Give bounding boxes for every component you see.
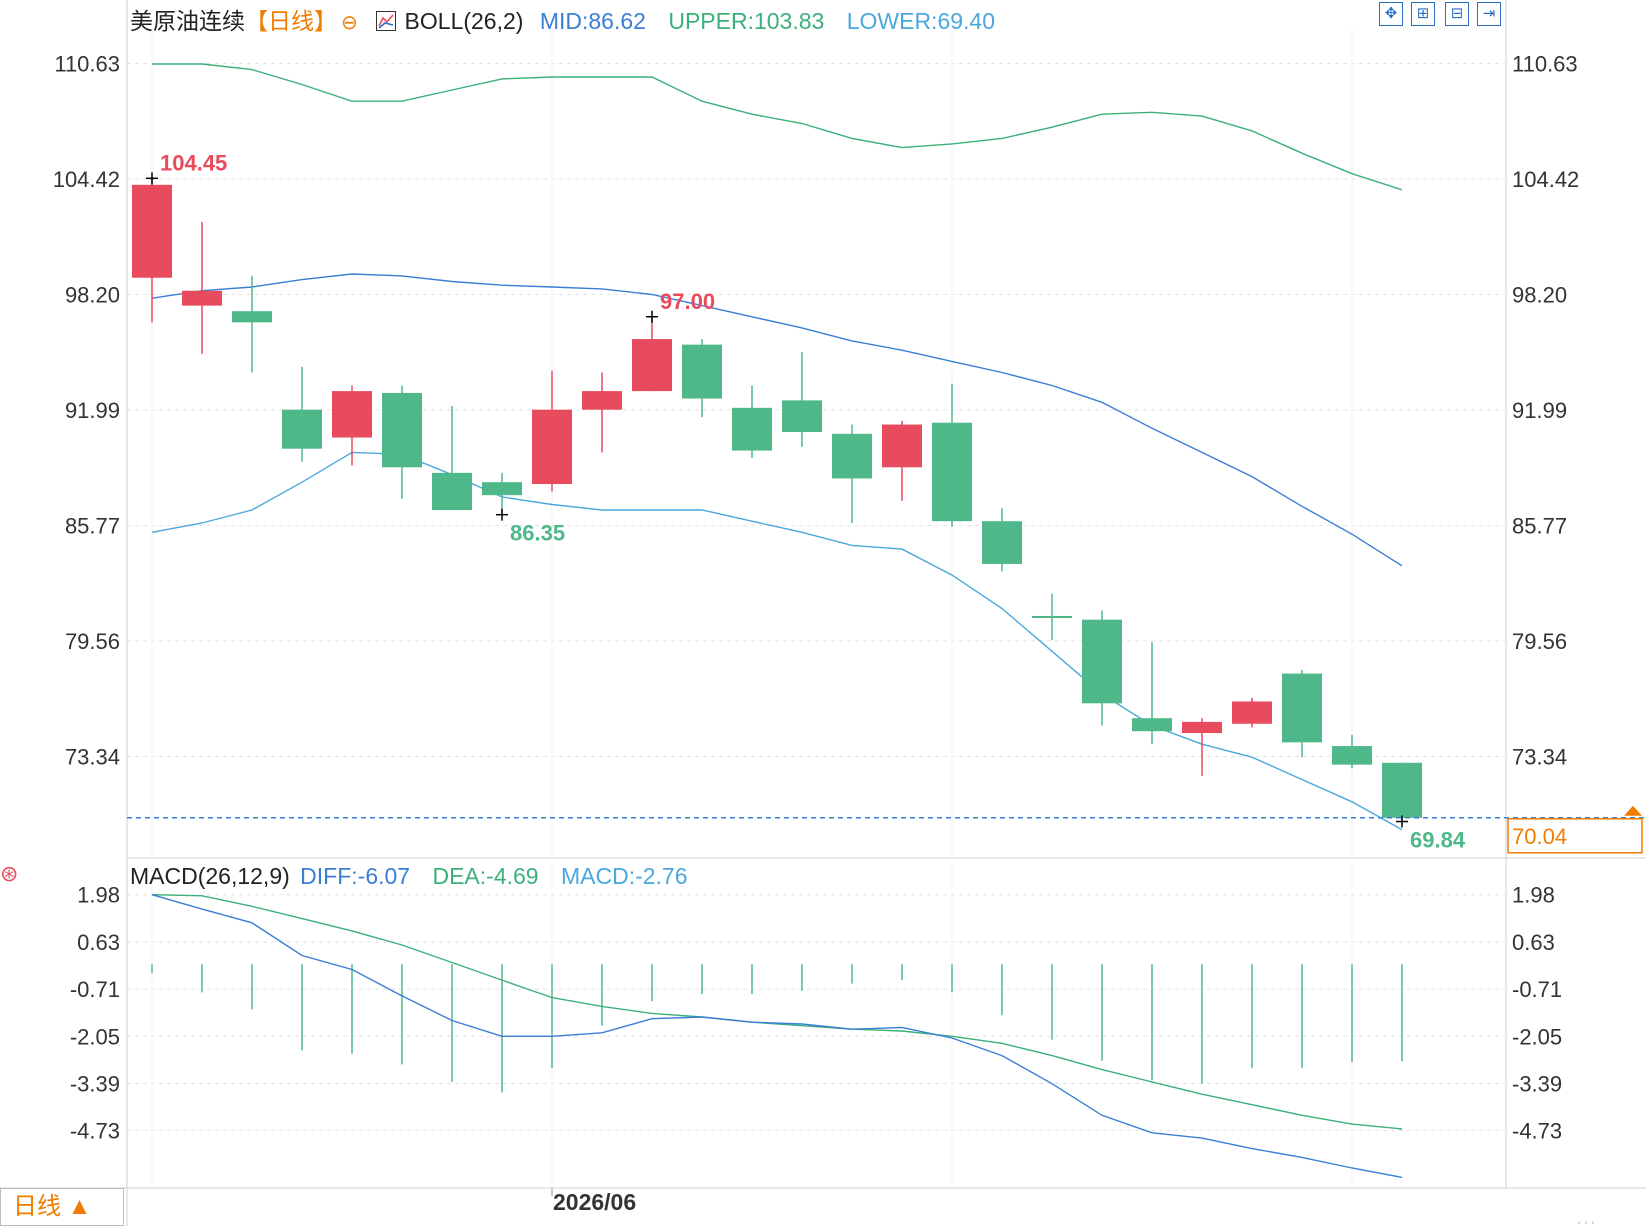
boll-upper-line bbox=[152, 63, 1403, 191]
candle-down bbox=[1032, 615, 1072, 618]
macd-tick-left: -2.05 bbox=[70, 1024, 120, 1049]
price-tick-right: 98.20 bbox=[1512, 282, 1567, 307]
candle-up bbox=[1232, 701, 1272, 724]
candle-down bbox=[732, 407, 772, 451]
candle-up bbox=[582, 391, 622, 410]
candle-down bbox=[832, 433, 872, 479]
high-price-label: 97.00 bbox=[660, 289, 715, 314]
candle-up bbox=[882, 424, 922, 468]
high-price-label: 104.45 bbox=[160, 150, 227, 175]
last-price-arrow-icon bbox=[1624, 805, 1642, 816]
macd-tick-right: -3.39 bbox=[1512, 1071, 1562, 1096]
boll-mid-line bbox=[151, 273, 1403, 567]
macd-label: MACD(26,12,9) bbox=[130, 863, 290, 889]
candle-up bbox=[632, 339, 672, 392]
candle-up bbox=[532, 409, 572, 485]
date-axis-label: 2026/06 bbox=[553, 1189, 637, 1215]
candle-down bbox=[982, 521, 1022, 564]
price-tick-left: 73.34 bbox=[65, 744, 120, 769]
period-selector-button[interactable]: 日线 ▲ bbox=[0, 1188, 124, 1226]
candle-down bbox=[1132, 718, 1172, 732]
boll-indicator-icon[interactable] bbox=[376, 11, 397, 31]
candle-down bbox=[282, 409, 322, 449]
instrument-name: 美原油连续 bbox=[130, 8, 245, 34]
candle-down bbox=[482, 482, 522, 496]
price-tick-right: 85.77 bbox=[1512, 513, 1567, 538]
macd-tick-left: 1.98 bbox=[77, 883, 120, 908]
price-tick-left: 98.20 bbox=[65, 282, 120, 307]
macd-dea-value: DEA:-4.69 bbox=[432, 863, 539, 889]
macd-settings-icon[interactable]: ⊛ bbox=[0, 861, 19, 886]
low-price-label: 69.84 bbox=[1410, 828, 1466, 853]
low-price-label: 86.35 bbox=[510, 521, 565, 546]
period-settings-icon[interactable]: ⊖ bbox=[341, 12, 358, 34]
zoom-out-icon[interactable]: ⊟ bbox=[1445, 2, 1469, 26]
candle-down bbox=[382, 392, 422, 468]
macd-macd-value: MACD:-2.76 bbox=[560, 863, 688, 889]
candle-up bbox=[1182, 721, 1222, 734]
crosshair-icon[interactable]: ✥ bbox=[1379, 2, 1403, 26]
candle-up bbox=[182, 290, 222, 306]
macd-diff-value: DIFF:-6.07 bbox=[300, 863, 411, 889]
macd-tick-right: -2.05 bbox=[1512, 1024, 1562, 1049]
candle-down bbox=[682, 344, 722, 399]
period-tag[interactable]: 【日线】 bbox=[245, 8, 337, 34]
price-tick-right: 91.99 bbox=[1512, 398, 1567, 423]
boll-label: BOLL(26,2) bbox=[404, 8, 524, 34]
boll-lower-value: LOWER:69.40 bbox=[846, 8, 996, 34]
dea-line bbox=[151, 894, 1403, 1130]
boll-mid-value: MID:86.62 bbox=[539, 8, 646, 34]
macd-tick-right: 0.63 bbox=[1512, 930, 1555, 955]
macd-tick-left: -0.71 bbox=[70, 977, 120, 1002]
price-tick-left: 110.63 bbox=[54, 51, 120, 76]
price-tick-left: 104.42 bbox=[53, 167, 120, 192]
boll-upper-value: UPPER:103.83 bbox=[668, 8, 825, 34]
price-tick-left: 91.99 bbox=[65, 398, 120, 423]
candle-down bbox=[1282, 673, 1322, 743]
macd-tick-right: -4.73 bbox=[1512, 1118, 1562, 1143]
macd-tick-right: -0.71 bbox=[1512, 977, 1562, 1002]
diff-line bbox=[151, 894, 1403, 1179]
last-price-badge bbox=[1507, 818, 1643, 854]
candle-down bbox=[1382, 762, 1422, 818]
price-tick-left: 85.77 bbox=[65, 513, 120, 538]
price-tick-right: 110.63 bbox=[1512, 51, 1578, 76]
zoom-in-icon[interactable]: ⊞ bbox=[1411, 2, 1435, 26]
macd-tick-left: -3.39 bbox=[70, 1071, 120, 1096]
candle-down bbox=[932, 422, 972, 522]
candle-up bbox=[132, 184, 172, 278]
candle-down bbox=[782, 400, 822, 432]
candle-down bbox=[1082, 619, 1122, 704]
candle-down bbox=[432, 472, 472, 511]
macd-header: MACD(26,12,9) DIFF:-6.07 DEA:-4.69 MACD:… bbox=[130, 863, 688, 890]
watermark: … bbox=[1575, 1204, 1597, 1229]
price-tick-right: 73.34 bbox=[1512, 744, 1567, 769]
macd-tick-right: 1.98 bbox=[1512, 883, 1555, 908]
candle-up bbox=[332, 391, 372, 438]
macd-tick-left: -4.73 bbox=[70, 1118, 120, 1143]
last-price-text: 70.04 bbox=[1512, 824, 1567, 849]
candle-down bbox=[1332, 746, 1372, 765]
main-chart-header: 美原油连续【日线】 ⊖ BOLL(26,2) MID:86.62 UPPER:10… bbox=[130, 2, 995, 36]
price-tick-right: 104.42 bbox=[1512, 167, 1579, 192]
macd-tick-left: 0.63 bbox=[77, 930, 120, 955]
candle-down bbox=[232, 311, 272, 323]
price-tick-right: 79.56 bbox=[1512, 629, 1567, 654]
scroll-right-icon[interactable]: ⇥ bbox=[1477, 2, 1501, 26]
boll-lower-line bbox=[151, 451, 1403, 831]
price-tick-left: 79.56 bbox=[65, 629, 120, 654]
